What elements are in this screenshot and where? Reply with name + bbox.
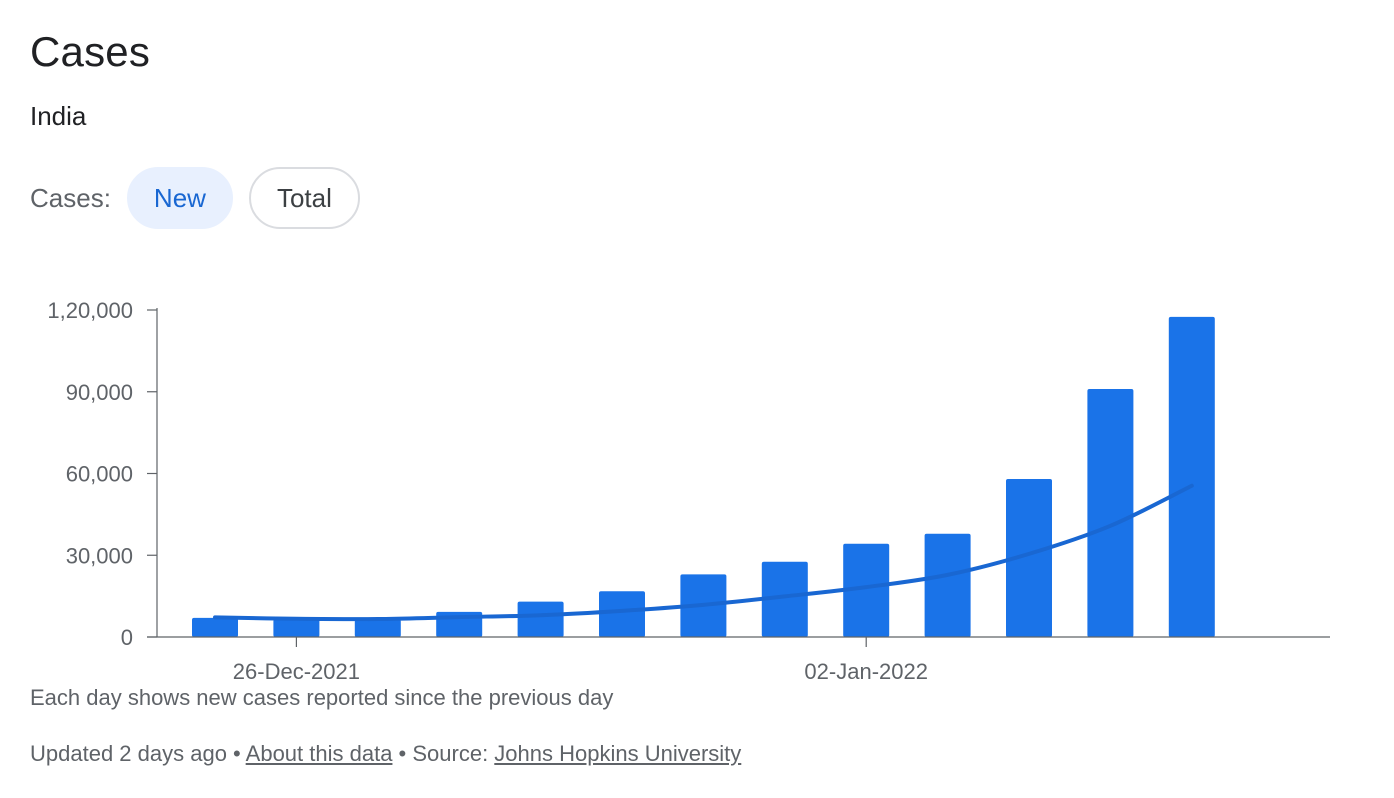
bar-2021-12-26[interactable] [273,619,320,637]
y-tick-label: 30,000 [66,543,133,568]
x-tick-label: 26-Dec-2021 [233,659,360,684]
separator: • [226,741,246,766]
new-cases-button[interactable]: New [126,167,233,229]
y-tick-label: 90,000 [66,380,133,405]
y-axis: 0 30,000 60,000 90,000 1,20,000 [47,298,158,650]
updated-text: Updated 2 days ago [30,741,227,766]
source-link[interactable]: Johns Hopkins University [494,741,742,766]
bar-2021-12-27[interactable] [354,619,401,637]
bar-2021-12-25[interactable] [192,617,238,637]
total-cases-button[interactable]: Total [248,167,360,229]
x-tick-label: 02-Jan-2022 [804,659,928,684]
y-tick-label: 0 [121,625,133,650]
bar-2022-01-06[interactable] [1168,316,1215,637]
cases-toggle-label: Cases: [30,182,111,213]
cases-toggle: Cases: New Total [30,166,360,230]
y-tick-label: 60,000 [66,462,133,487]
bar-2022-01-03[interactable] [924,533,971,637]
about-data-link[interactable]: About this data [245,741,393,766]
chart-note: Each day shows new cases reported since … [30,685,614,710]
bars [192,316,1215,637]
bar-2022-01-04[interactable] [1006,478,1052,637]
footer: Updated 2 days ago • About this data • S… [30,741,741,767]
y-tick-label: 1,20,000 [47,298,133,323]
x-axis: 26-Dec-2021 02-Jan-2022 [147,636,1330,684]
trend-line [213,483,1194,622]
cases-chart: 0 30,000 60,000 90,000 1,20,000 26-Dec-2021 0… [47,298,1330,684]
bar-2021-12-30[interactable] [599,591,645,637]
bar-2022-01-05[interactable] [1087,389,1134,637]
bar-2022-01-01[interactable] [761,561,808,637]
chart-title: Cases [30,28,151,75]
bar-2022-01-02[interactable] [843,543,890,637]
bar-2021-12-29[interactable] [517,601,564,637]
source-label: • Source: [392,741,495,766]
region-name: India [30,101,87,131]
